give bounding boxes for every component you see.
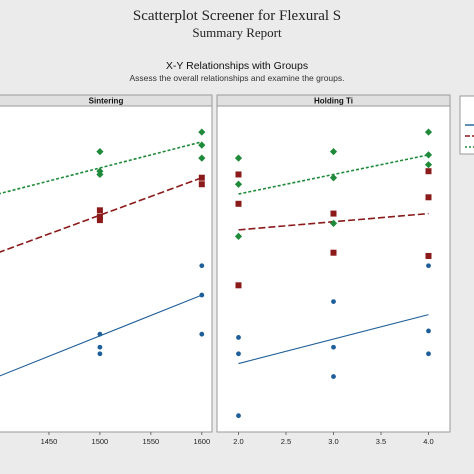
data-point-green xyxy=(329,219,338,227)
data-point-green xyxy=(424,128,433,136)
x-tick-label: 1600 xyxy=(193,437,210,446)
data-point-green xyxy=(198,141,206,149)
data-point-green xyxy=(198,154,206,162)
data-point-green xyxy=(96,148,104,156)
data-point-blue xyxy=(331,299,336,304)
data-point-blue xyxy=(236,335,241,340)
x-tick-label: 1550 xyxy=(143,437,160,446)
report-header: Scatterplot Screener for Flexural S Summ… xyxy=(0,8,474,40)
panel-strip xyxy=(0,94,213,107)
x-tick-label: 3.5 xyxy=(376,437,386,446)
data-point-green xyxy=(234,180,243,188)
data-point-blue xyxy=(236,413,241,419)
data-point-blue xyxy=(331,374,336,379)
data-point-blue xyxy=(426,263,431,269)
data-point-green xyxy=(329,148,338,156)
section-subtitle: Assess the overall relationships and exa… xyxy=(129,73,345,83)
panel-label: Sintering xyxy=(89,97,124,106)
data-point-green xyxy=(198,128,206,136)
data-point-green xyxy=(234,154,243,162)
data-point-green xyxy=(96,170,104,179)
x-tick-label: 2.5 xyxy=(281,437,291,446)
data-point-green xyxy=(424,161,433,169)
data-point-blue xyxy=(97,351,103,357)
panel-sintering: Sintering 1450 1500 1550 1600 xyxy=(0,94,213,446)
fit-line-blue xyxy=(238,314,429,365)
data-point-blue xyxy=(199,292,205,298)
panel-frame xyxy=(0,94,213,433)
data-point-red xyxy=(330,210,337,217)
data-point-green xyxy=(329,174,338,182)
data-point-red xyxy=(425,168,432,175)
data-point-red xyxy=(198,181,205,188)
data-point-red xyxy=(235,200,242,207)
panel-label: Holding Ti xyxy=(314,97,353,106)
data-point-red xyxy=(330,249,337,256)
x-tick-label: 1500 xyxy=(92,437,109,446)
data-point-red xyxy=(198,174,205,181)
data-point-blue xyxy=(426,328,431,334)
data-point-red xyxy=(235,171,242,178)
data-point-red xyxy=(96,207,103,214)
data-point-red xyxy=(425,252,432,259)
data-point-blue xyxy=(97,331,103,337)
x-tick-label: 1450 xyxy=(41,437,58,446)
data-point-red xyxy=(425,194,432,201)
panel-holding-ti: Holding Ti 2.0 2.5 3.0 3.5 4.0 xyxy=(216,94,451,446)
report-title: Scatterplot Screener for Flexural S xyxy=(132,8,342,24)
data-point-blue xyxy=(199,263,205,269)
x-tick-label: 2.0 xyxy=(233,437,243,446)
legend xyxy=(459,95,474,155)
data-point-blue xyxy=(97,344,103,350)
section-title: X-Y Relationships with Groups xyxy=(165,60,309,72)
data-point-blue xyxy=(199,331,205,337)
x-tick-label: 3.0 xyxy=(328,437,338,446)
fit-line-red xyxy=(0,176,203,253)
data-point-blue xyxy=(331,344,336,350)
data-point-green xyxy=(424,151,433,159)
data-point-red xyxy=(235,282,242,289)
panel-strip xyxy=(216,94,451,107)
report-subtitle: Summary Report xyxy=(192,25,282,40)
data-point-green xyxy=(234,232,243,240)
data-point-red xyxy=(96,217,103,224)
data-point-red xyxy=(96,213,103,220)
panel-frame xyxy=(216,94,451,433)
data-point-blue xyxy=(426,351,431,357)
x-tick-label: 4.0 xyxy=(423,437,433,446)
data-point-blue xyxy=(236,351,241,357)
